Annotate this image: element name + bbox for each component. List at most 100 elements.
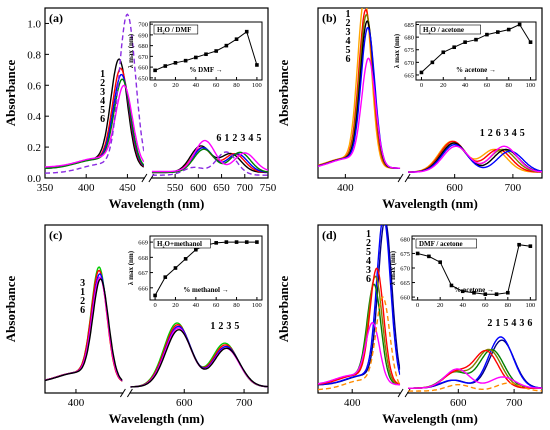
x-axis-label: Wavelength (nm) bbox=[109, 411, 205, 426]
inset-x-tick-label: 80 bbox=[233, 302, 240, 309]
x-tick-label: 700 bbox=[237, 182, 254, 194]
inset-point bbox=[234, 240, 239, 244]
series-6-q-line bbox=[130, 329, 268, 388]
x-tick-label: 650 bbox=[213, 182, 230, 194]
y-tick-label: 0.0 bbox=[27, 173, 41, 185]
inset-d: 660 665 670 675 680 0 20 40 60 80 100 DMF / acetone… bbox=[389, 235, 537, 309]
x-tick-label: 700 bbox=[236, 397, 253, 409]
inset-point bbox=[214, 241, 218, 245]
y-tick-label: 0.2 bbox=[27, 142, 41, 154]
inset-x-tick-label: 100 bbox=[252, 82, 262, 89]
series-label-left: 4 bbox=[346, 36, 351, 47]
series-label-left: 1 bbox=[80, 287, 85, 298]
inset-x-tick-label: 60 bbox=[484, 82, 491, 89]
series-5-soret-line bbox=[318, 267, 401, 385]
inset-point bbox=[449, 283, 454, 288]
series-label-left: 5 bbox=[100, 105, 105, 116]
series-3-soret-line bbox=[45, 73, 144, 169]
inset-point bbox=[244, 240, 249, 244]
inset-x-tick-label: 80 bbox=[505, 82, 512, 89]
inset-point bbox=[506, 27, 511, 32]
plot-frame bbox=[44, 224, 269, 394]
x-tick-label: 550 bbox=[167, 182, 184, 194]
inset-x-label: % acetone → bbox=[456, 66, 496, 74]
plot-frame bbox=[317, 7, 543, 179]
axis-break-mark bbox=[404, 388, 411, 398]
series-label-right: 1 bbox=[495, 318, 500, 329]
inset-point bbox=[460, 289, 465, 294]
inset-x-tick-label: 0 bbox=[153, 82, 156, 89]
series-label-right: 6 bbox=[527, 318, 532, 329]
inset-x-tick-label: 0 bbox=[153, 302, 156, 309]
inset-point bbox=[163, 64, 168, 68]
axis-break-mark bbox=[119, 388, 126, 398]
inset-point bbox=[183, 58, 188, 63]
inset-x-tick-label: 20 bbox=[440, 82, 447, 89]
inset-x-tick-label: 80 bbox=[505, 302, 512, 309]
x-tick-label: 450 bbox=[119, 182, 136, 194]
series-6-q-line bbox=[151, 151, 268, 176]
inset-y-tick-label: 660 bbox=[400, 295, 410, 302]
inset-x-tick-label: 0 bbox=[416, 302, 419, 309]
inset-y-tick-label: 685 bbox=[404, 22, 414, 29]
series-label-left: 1 bbox=[366, 229, 371, 240]
inset-y-label: λ max (nm) bbox=[389, 250, 397, 285]
inset-point bbox=[183, 257, 188, 261]
series-label-left: 2 bbox=[346, 18, 351, 29]
panel-label: (b) bbox=[322, 11, 337, 25]
series-6-q-line bbox=[408, 145, 542, 173]
inset-point bbox=[496, 30, 500, 34]
axis-break-bg bbox=[401, 174, 408, 182]
inset-point bbox=[430, 60, 435, 65]
inset-point bbox=[173, 266, 178, 270]
inset-x-label: % methanol → bbox=[183, 286, 229, 294]
inset-point bbox=[474, 37, 478, 42]
y-tick-label: 0.6 bbox=[27, 80, 41, 92]
inset-x-tick-label: 100 bbox=[526, 82, 536, 89]
inset-point bbox=[234, 37, 239, 41]
inset-y-tick-label: 669 bbox=[138, 240, 148, 247]
y-axis-label: Absorbance bbox=[3, 60, 18, 127]
series-label-right: 2 bbox=[232, 133, 237, 144]
series-label-right: 4 bbox=[248, 133, 253, 144]
series-label-right: 3 bbox=[519, 318, 524, 329]
series-label-right: 5 bbox=[234, 321, 239, 332]
axis-break-mark bbox=[126, 388, 133, 398]
series-label-right: 3 bbox=[240, 133, 245, 144]
inset-point bbox=[419, 70, 424, 75]
inset-point bbox=[483, 292, 488, 296]
inset-title-box bbox=[419, 24, 481, 35]
x-axis-label: Wavelength (nm) bbox=[382, 196, 478, 211]
inset-x-tick-label: 20 bbox=[172, 302, 179, 309]
axis-break-mark bbox=[397, 173, 404, 183]
x-axis-label: Wavelength (nm) bbox=[109, 196, 205, 211]
inset-a: 650 660 670 680 690 700 0 20 40 60 80 100 H₂O / DMF%… bbox=[127, 21, 263, 89]
inset-y-tick-label: 666 bbox=[138, 285, 149, 292]
x-tick-label: 600 bbox=[446, 182, 463, 194]
axis-break-mark bbox=[397, 388, 404, 398]
inset-point bbox=[441, 50, 446, 55]
inset-x-tick-label: 100 bbox=[525, 302, 535, 309]
inset-title-box bbox=[153, 238, 211, 249]
inset-y-tick-label: 660 bbox=[138, 65, 148, 72]
inset-point bbox=[224, 43, 229, 48]
series-label-left: 5 bbox=[346, 45, 351, 56]
inset-y-label: λ max (nm) bbox=[127, 33, 135, 68]
inset-y-label: λ max (nm) bbox=[393, 33, 401, 68]
y-tick-label: 0.8 bbox=[27, 49, 41, 61]
inset-point bbox=[517, 242, 521, 247]
inset-c: 666 667 668 669 0 20 40 60 80 100 H₂O+methanol % me… bbox=[127, 235, 263, 309]
inset-y-tick-label: 668 bbox=[138, 255, 148, 262]
inset-x-tick-label: 80 bbox=[233, 82, 240, 89]
axis-break-bg bbox=[123, 389, 130, 397]
inset-y-tick-label: 690 bbox=[138, 32, 148, 39]
series-label-right: 4 bbox=[511, 318, 516, 329]
series-label-right: 4 bbox=[512, 128, 517, 139]
series-label-left: 4 bbox=[100, 96, 105, 107]
inset-x-tick-label: 40 bbox=[459, 302, 466, 309]
inset-point bbox=[153, 68, 157, 73]
